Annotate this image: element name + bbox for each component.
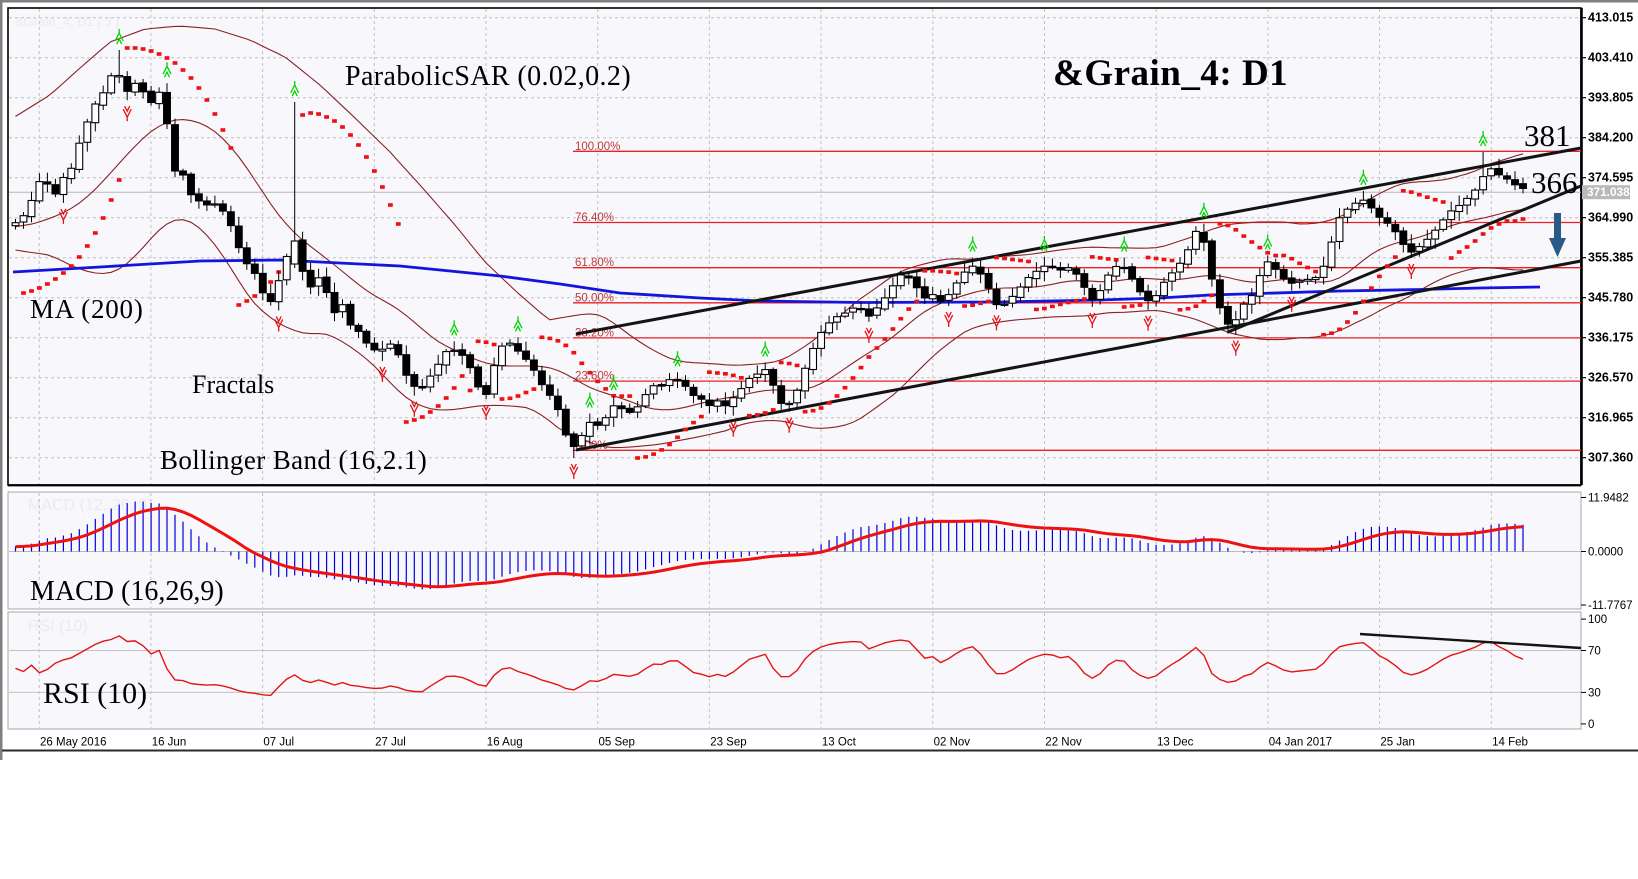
svg-text:22 Nov: 22 Nov bbox=[1045, 737, 1082, 749]
svg-text:307.360: 307.360 bbox=[1588, 451, 1633, 465]
svg-text:23 Sep: 23 Sep bbox=[710, 737, 746, 749]
svg-text:0.0000: 0.0000 bbox=[1588, 547, 1623, 559]
svg-text:26 May 2016: 26 May 2016 bbox=[40, 737, 107, 749]
svg-text:13 Oct: 13 Oct bbox=[822, 737, 857, 749]
svg-text:345.780: 345.780 bbox=[1588, 291, 1633, 305]
svg-text:MACD (16,26,9): MACD (16,26,9) bbox=[30, 576, 224, 607]
svg-text:393.805: 393.805 bbox=[1588, 91, 1633, 105]
svg-text:381: 381 bbox=[1524, 118, 1571, 153]
svg-text:364.990: 364.990 bbox=[1588, 211, 1633, 225]
svg-text:MA (200): MA (200) bbox=[30, 294, 144, 324]
svg-text:05 Sep: 05 Sep bbox=[599, 737, 635, 749]
svg-text:61.80%: 61.80% bbox=[575, 257, 614, 269]
svg-text:&Grain_4: D1: &Grain_4: D1 bbox=[1053, 53, 1288, 94]
svg-text:11.9482: 11.9482 bbox=[1588, 493, 1629, 505]
svg-text:30: 30 bbox=[1588, 687, 1601, 699]
svg-text:25 Jan: 25 Jan bbox=[1380, 737, 1415, 749]
svg-text:413.015: 413.015 bbox=[1588, 11, 1633, 25]
svg-text:100: 100 bbox=[1588, 614, 1607, 626]
svg-text:16 Aug: 16 Aug bbox=[487, 737, 523, 749]
svg-text:14 Feb: 14 Feb bbox=[1492, 737, 1528, 749]
svg-text:366: 366 bbox=[1531, 165, 1578, 200]
svg-text:70: 70 bbox=[1588, 646, 1601, 658]
svg-text:02 Nov: 02 Nov bbox=[934, 737, 971, 749]
svg-text:38.20%: 38.20% bbox=[575, 327, 614, 339]
svg-text:16 Jun: 16 Jun bbox=[152, 737, 187, 749]
svg-text:RSI (10): RSI (10) bbox=[28, 618, 88, 635]
svg-text:Bollinger Band (16,2.1): Bollinger Band (16,2.1) bbox=[160, 445, 427, 475]
svg-text:MACD (12, 26, 9): MACD (12, 26, 9) bbox=[28, 497, 152, 514]
svg-text:04 Jan 2017: 04 Jan 2017 bbox=[1269, 737, 1332, 749]
svg-text:50.00%: 50.00% bbox=[575, 292, 614, 304]
svg-text:27 Jul: 27 Jul bbox=[375, 737, 406, 749]
svg-text:355.385: 355.385 bbox=[1588, 251, 1633, 265]
svg-text:RSI (10): RSI (10) bbox=[43, 677, 147, 710]
svg-text:384.200: 384.200 bbox=[1588, 131, 1633, 145]
svg-text:23.60%: 23.60% bbox=[575, 371, 614, 383]
svg-text:13 Dec: 13 Dec bbox=[1157, 737, 1194, 749]
svg-text:&Grain_4, D1 [ 3 ]: &Grain_4, D1 [ 3 ] bbox=[15, 14, 119, 29]
svg-text:ParabolicSAR (0.02,0.2): ParabolicSAR (0.02,0.2) bbox=[345, 61, 631, 92]
svg-text:Fractals: Fractals bbox=[192, 370, 274, 399]
svg-text:371.038: 371.038 bbox=[1587, 185, 1630, 199]
svg-text:100.00%: 100.00% bbox=[575, 141, 620, 153]
svg-text:0: 0 bbox=[1588, 719, 1594, 731]
svg-text:76.40%: 76.40% bbox=[575, 212, 614, 224]
svg-text:336.175: 336.175 bbox=[1588, 331, 1633, 345]
svg-text:326.570: 326.570 bbox=[1588, 371, 1633, 385]
svg-text:-11.7767: -11.7767 bbox=[1588, 600, 1633, 612]
svg-text:403.410: 403.410 bbox=[1588, 51, 1633, 65]
svg-text:374.595: 374.595 bbox=[1588, 171, 1633, 185]
svg-text:07 Jul: 07 Jul bbox=[263, 737, 294, 749]
svg-text:316.965: 316.965 bbox=[1588, 411, 1633, 425]
